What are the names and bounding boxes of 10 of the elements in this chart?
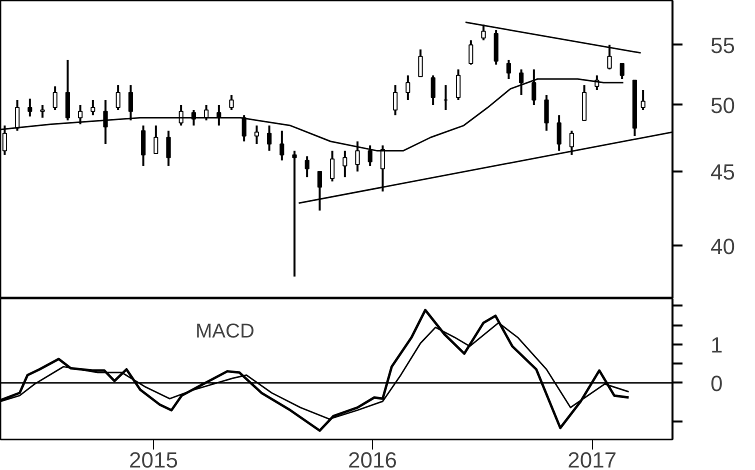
x-tick-label: 2017: [568, 448, 617, 470]
y-tick-label: 1: [710, 332, 723, 358]
y-tick-label: 50: [710, 92, 735, 118]
y-tick-label: 0: [710, 370, 723, 396]
y-tick-label: 45: [710, 160, 735, 185]
x-tick-label: 2015: [129, 448, 178, 470]
x-tick-label: 2016: [348, 448, 397, 470]
annotation: MACD: [196, 320, 254, 342]
y-tick-label: 40: [710, 234, 735, 259]
y-tick-label: 55: [710, 32, 735, 58]
